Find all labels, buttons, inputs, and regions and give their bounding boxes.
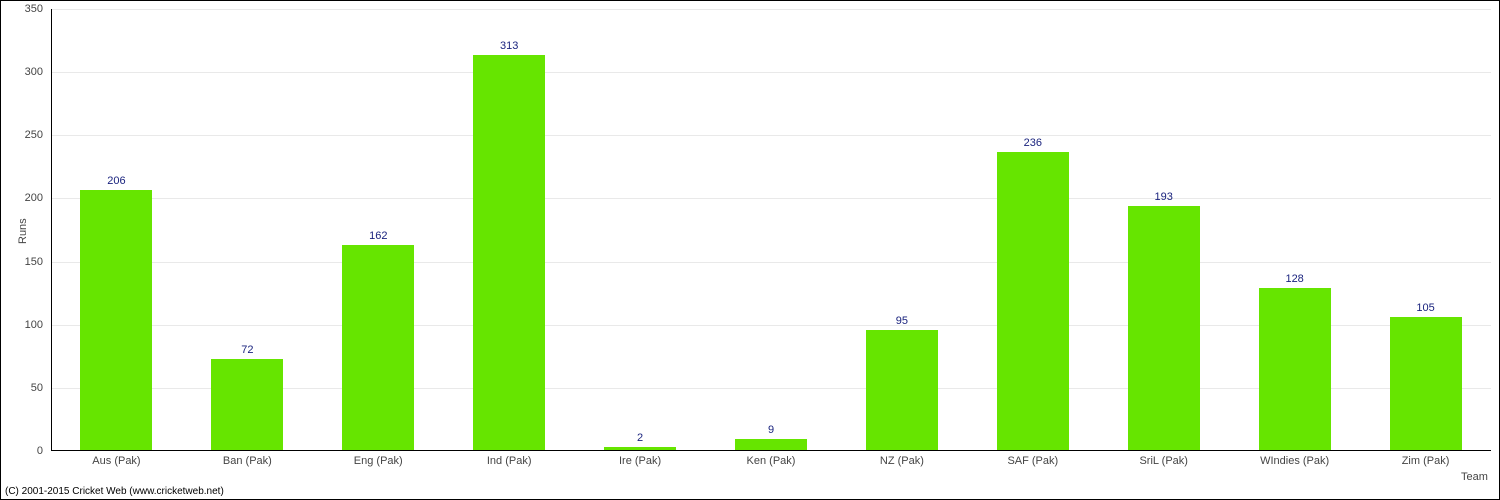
y-tick-label: 50: [31, 382, 43, 394]
gridline: [51, 198, 1491, 199]
bar: [1259, 288, 1331, 450]
copyright-text: (C) 2001-2015 Cricket Web (www.cricketwe…: [5, 486, 224, 497]
chart-frame: 206 72 162 313 2 9 95 236 193 128 105 0 50 100 150 200…: [0, 0, 1500, 500]
value-label: 162: [369, 230, 387, 242]
plot-area: 206 72 162 313 2 9 95 236 193 128 105: [51, 9, 1491, 451]
value-label: 206: [107, 175, 125, 187]
gridline: [51, 9, 1491, 10]
value-label: 9: [768, 424, 774, 436]
x-axis-title: Team: [1461, 471, 1488, 483]
bar: [211, 359, 283, 450]
y-tick-label: 250: [25, 129, 43, 141]
bar: [473, 55, 545, 450]
x-tick-label: Ire (Pak): [619, 455, 661, 467]
y-axis-title: Runs: [17, 218, 29, 244]
bar: [604, 447, 676, 450]
x-tick-label: Ind (Pak): [487, 455, 532, 467]
value-label: 193: [1155, 191, 1173, 203]
gridline: [51, 72, 1491, 73]
y-tick-label: 0: [37, 445, 43, 457]
value-label: 72: [241, 344, 253, 356]
x-tick-label: SAF (Pak): [1007, 455, 1058, 467]
x-tick-label: Zim (Pak): [1402, 455, 1450, 467]
bar: [80, 190, 152, 450]
value-label: 95: [896, 315, 908, 327]
value-label: 105: [1416, 302, 1434, 314]
x-tick-label: Ban (Pak): [223, 455, 272, 467]
y-tick-label: 200: [25, 192, 43, 204]
y-tick-label: 100: [25, 319, 43, 331]
value-label: 313: [500, 40, 518, 52]
value-label: 236: [1024, 137, 1042, 149]
bar: [735, 439, 807, 450]
x-tick-label: Eng (Pak): [354, 455, 403, 467]
x-tick-label: Aus (Pak): [92, 455, 140, 467]
x-tick-label: NZ (Pak): [880, 455, 924, 467]
y-tick-label: 300: [25, 66, 43, 78]
bar: [997, 152, 1069, 450]
y-axis-line: [51, 9, 52, 451]
value-label: 128: [1285, 273, 1303, 285]
bar: [342, 245, 414, 450]
x-tick-label: SriL (Pak): [1139, 455, 1188, 467]
x-axis-line: [51, 450, 1491, 451]
bar: [1390, 317, 1462, 450]
value-label: 2: [637, 432, 643, 444]
y-tick-label: 350: [25, 3, 43, 15]
x-tick-label: WIndies (Pak): [1260, 455, 1329, 467]
x-tick-label: Ken (Pak): [747, 455, 796, 467]
bar: [866, 330, 938, 450]
gridline: [51, 262, 1491, 263]
gridline: [51, 135, 1491, 136]
bar: [1128, 206, 1200, 450]
y-tick-label: 150: [25, 256, 43, 268]
